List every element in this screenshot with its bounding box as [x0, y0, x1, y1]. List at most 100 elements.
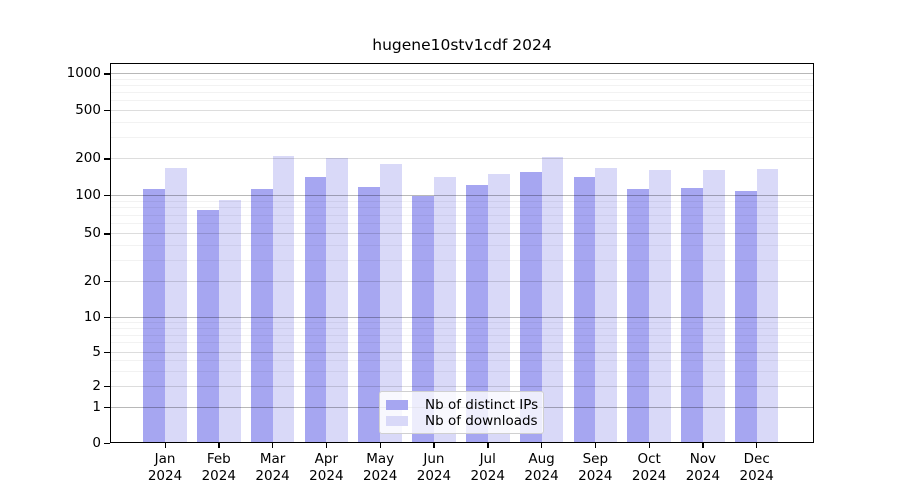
bar-downloads-jan: [165, 168, 187, 443]
major-gridline: [110, 351, 814, 353]
x-tick-mark: [218, 443, 220, 448]
x-tick-mark: [164, 443, 166, 448]
legend: Nb of distinct IPs Nb of downloads: [379, 391, 544, 434]
y-tick-mark: [104, 233, 110, 235]
x-tick-label: Sep 2024: [578, 451, 613, 484]
bar-distinct-ips-jun: [412, 196, 434, 443]
y-tick-mark: [104, 195, 110, 197]
bar-distinct-ips-may: [358, 186, 381, 443]
y-tick-mark: [104, 407, 110, 409]
minor-gridline: [110, 327, 814, 329]
y-tick-label: 50: [83, 225, 101, 242]
x-tick-label: Mar 2024: [255, 451, 290, 484]
bar-distinct-ips-dec: [734, 190, 757, 443]
y-tick-label: 1: [92, 399, 101, 415]
y-tick-mark: [104, 386, 110, 388]
major-gridline: [110, 73, 814, 75]
x-tick-label: Jan 2024: [147, 451, 183, 484]
x-tick-mark: [433, 443, 435, 448]
minor-gridline: [110, 214, 814, 216]
legend-item-downloads: Nb of downloads: [386, 413, 538, 429]
y-tick-label: 200: [75, 150, 101, 167]
minor-gridline: [110, 342, 814, 344]
y-tick-mark: [104, 158, 110, 160]
x-tick-label: Nov 2024: [685, 451, 721, 484]
x-tick-mark: [756, 443, 758, 448]
bar-downloads-jun: [433, 176, 456, 443]
legend-label-downloads: Nb of downloads: [425, 413, 538, 429]
chart-title: hugene10stv1cdf 2024: [372, 36, 552, 54]
minor-gridline: [110, 223, 814, 225]
bar-downloads-aug: [541, 156, 564, 443]
x-tick-label: Aug 2024: [524, 451, 559, 484]
minor-gridline: [110, 259, 814, 261]
x-tick-label: Apr 2024: [309, 451, 344, 484]
major-gridline: [110, 110, 814, 111]
minor-gridline: [110, 78, 814, 80]
y-tick-mark: [104, 351, 110, 353]
minor-gridline: [110, 92, 814, 94]
minor-gridline: [110, 207, 814, 209]
minor-gridline: [110, 334, 814, 336]
bar-distinct-ips-nov: [681, 188, 703, 443]
y-tick-label: 2: [92, 378, 101, 394]
x-tick-label: Feb 2024: [201, 451, 236, 484]
major-gridline: [110, 386, 814, 387]
minor-gridline: [110, 359, 814, 361]
x-tick-mark: [325, 443, 328, 448]
x-tick-mark: [487, 443, 489, 448]
minor-gridline: [110, 100, 814, 102]
bar-downloads-feb: [218, 199, 241, 443]
minor-gridline: [110, 85, 814, 87]
x-tick-label: Dec 2024: [739, 451, 774, 484]
y-tick-label: 10: [83, 308, 101, 325]
minor-gridline: [110, 121, 814, 123]
major-gridline: [110, 158, 814, 160]
minor-gridline: [110, 136, 814, 138]
x-tick-label: Jul 2024: [470, 451, 505, 484]
legend-item-distinct-ips: Nb of distinct IPs: [386, 397, 538, 413]
bar-distinct-ips-mar: [250, 188, 273, 443]
bar-downloads-may: [380, 163, 402, 443]
bar-downloads-jul: [487, 173, 510, 443]
legend-swatch-downloads: [386, 416, 408, 426]
x-tick-mark: [702, 443, 704, 448]
plot-area: [110, 63, 814, 443]
legend-swatch-distinct-ips: [386, 400, 408, 410]
y-tick-label: 20: [83, 273, 101, 289]
x-tick-label: Oct 2024: [631, 451, 667, 484]
bar-distinct-ips-oct: [627, 188, 650, 443]
x-tick-mark: [648, 443, 650, 448]
x-tick-mark: [541, 443, 543, 448]
y-tick-mark: [104, 73, 110, 75]
major-gridline: [110, 195, 814, 196]
bar-downloads-nov: [702, 170, 725, 443]
minor-gridline: [110, 321, 814, 323]
bar-distinct-ips-sep: [573, 177, 596, 443]
bar-distinct-ips-jan: [143, 188, 165, 443]
y-tick-mark: [104, 281, 110, 283]
bar-distinct-ips-jul: [465, 184, 488, 443]
minor-gridline: [110, 370, 814, 372]
y-tick-label: 1000: [66, 65, 101, 82]
bar-distinct-ips-aug: [519, 171, 542, 443]
legend-label-distinct-ips: Nb of distinct IPs: [425, 397, 539, 413]
bar-distinct-ips-apr: [304, 177, 327, 443]
x-tick-label: Jun 2024: [416, 451, 452, 484]
bar-distinct-ips-feb: [196, 210, 219, 443]
y-tick-label: 5: [92, 343, 101, 360]
y-tick-mark: [104, 316, 110, 318]
y-tick-label: 500: [75, 102, 101, 118]
minor-gridline: [110, 200, 814, 202]
y-tick-label: 0: [92, 435, 101, 451]
bar-downloads-oct: [649, 170, 671, 443]
x-tick-label: May 2024: [362, 451, 398, 484]
x-tick-mark: [272, 443, 274, 448]
minor-gridline: [110, 244, 814, 246]
y-tick-mark: [104, 110, 110, 112]
x-tick-mark: [594, 443, 597, 448]
y-tick-mark: [104, 443, 110, 445]
major-gridline: [110, 316, 814, 318]
x-tick-mark: [379, 443, 381, 448]
